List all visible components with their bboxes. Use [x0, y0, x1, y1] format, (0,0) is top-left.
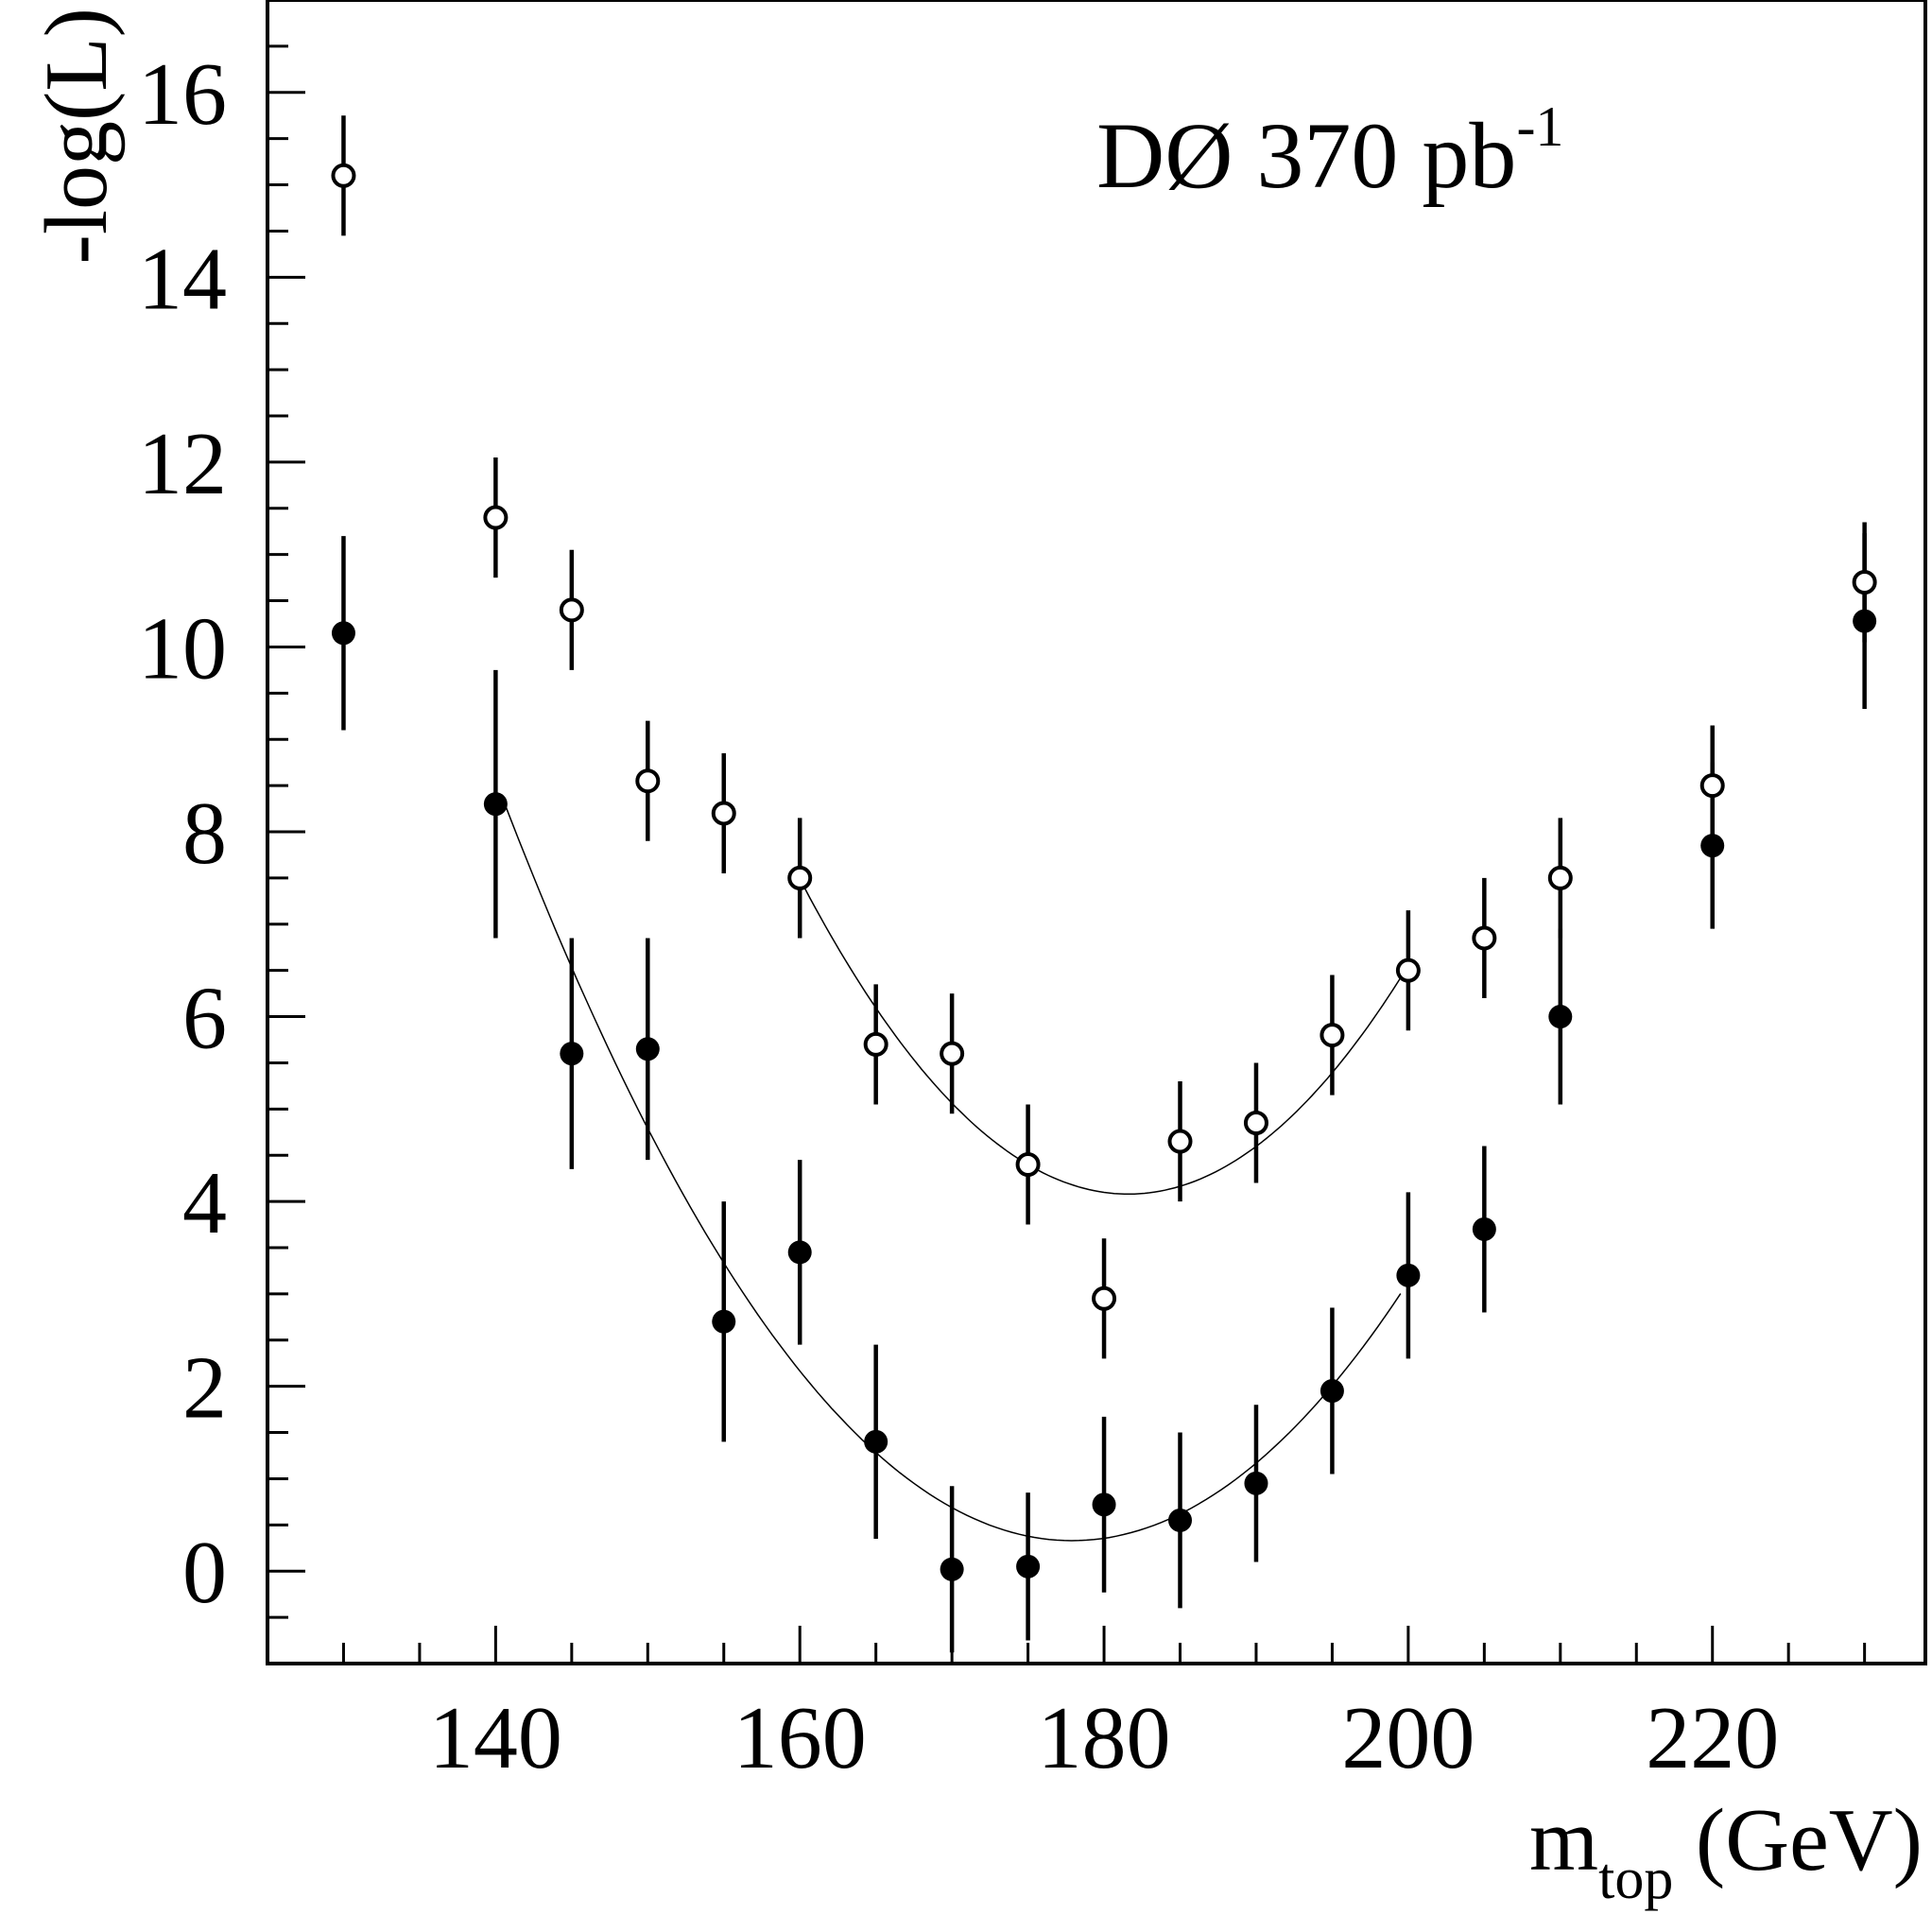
open-data-point: [1547, 865, 1573, 890]
filled-data-point: [1548, 1005, 1573, 1029]
y-tick-label: 12: [138, 415, 227, 513]
filled-data-point: [331, 621, 355, 646]
x-tick-label: 160: [733, 1689, 867, 1787]
open-data-point: [1243, 1111, 1268, 1135]
open-data-point: [787, 865, 813, 890]
y-tick-label: 10: [138, 599, 227, 698]
x-tick-label: 180: [1038, 1689, 1171, 1787]
open-data-point: [1015, 1152, 1041, 1177]
y-axis-title: -log(L): [27, 8, 126, 264]
y-tick-label: 16: [138, 45, 227, 144]
open-data-point: [863, 1031, 888, 1057]
filled-data-point: [940, 1557, 964, 1581]
filled-data-point: [483, 792, 508, 817]
error-bars: [341, 115, 1867, 1653]
open-data-point: [711, 801, 736, 826]
open-data-point: [940, 1041, 965, 1066]
open-data-point: [483, 505, 509, 530]
filled-data-point: [1320, 1379, 1344, 1404]
filled-data-point: [1168, 1508, 1193, 1532]
x-axis-title: mtop (GeV): [1529, 1791, 1923, 1911]
y-axis-ticks: 0 2 4 6 8 10 12 14 16: [138, 0, 305, 1665]
open-data-point: [1092, 1285, 1117, 1311]
y-tick-label: 2: [182, 1339, 227, 1438]
open-data-point: [635, 768, 661, 794]
open-data-point: [559, 597, 584, 623]
filled-data-point: [1244, 1471, 1268, 1495]
x-tick-label: 140: [429, 1689, 562, 1787]
x-tick-label: 220: [1646, 1689, 1779, 1787]
open-data-point: [1472, 925, 1497, 951]
y-tick-label: 6: [182, 970, 227, 1068]
open-data-point: [1699, 773, 1725, 799]
data-markers: [331, 163, 1877, 1581]
y-tick-label: 14: [138, 230, 227, 328]
y-tick-label: 0: [182, 1524, 227, 1622]
x-tick-label: 200: [1341, 1689, 1475, 1787]
filled-data-point: [1396, 1263, 1421, 1287]
filled-data-point: [1472, 1216, 1496, 1241]
filled-data-point: [712, 1309, 736, 1334]
filled-data-point: [1016, 1554, 1041, 1578]
filled-data-point: [1092, 1492, 1116, 1517]
filled-data-point: [560, 1042, 584, 1066]
y-tick-label: 8: [182, 785, 227, 883]
x-axis-ticks: 140 160 180 200 220: [341, 1626, 1867, 1787]
filled-data-point: [864, 1429, 888, 1454]
open-data-point: [331, 163, 356, 188]
filled-data-point: [1853, 609, 1877, 633]
fit-curve-open-circle: [799, 878, 1409, 1196]
open-data-point: [1167, 1129, 1193, 1154]
dataset-annotation: DØ 370 pb-1: [1096, 95, 1563, 208]
open-data-point: [1395, 957, 1421, 983]
filled-data-point: [787, 1240, 812, 1265]
filled-data-point: [1700, 834, 1725, 858]
filled-data-point: [635, 1037, 660, 1061]
open-data-point: [1852, 570, 1877, 595]
open-data-point: [1320, 1023, 1345, 1048]
y-tick-label: 4: [182, 1154, 227, 1252]
fit-curves: [502, 800, 1409, 1542]
fit-curve-filled-circle: [502, 800, 1402, 1542]
